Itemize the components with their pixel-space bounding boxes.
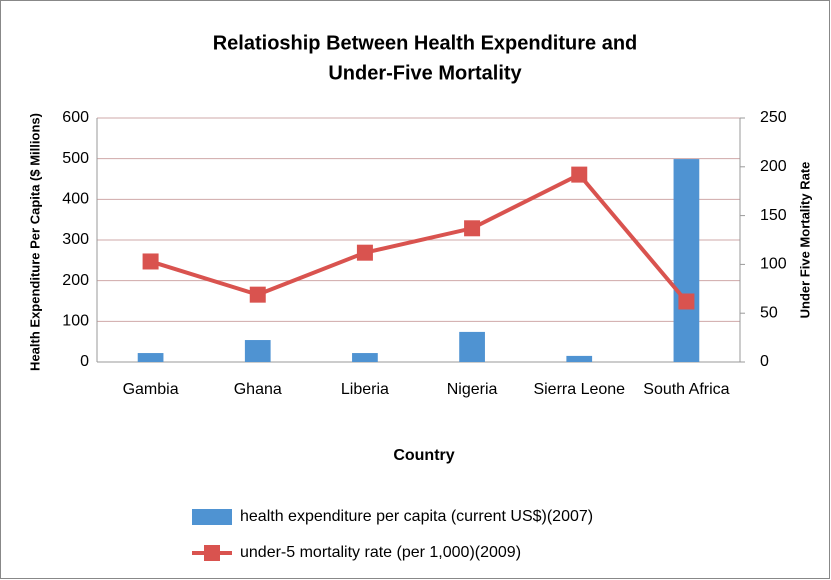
y2-axis-title: Under Five Mortality Rate bbox=[797, 162, 812, 319]
bar bbox=[244, 340, 271, 362]
x-tick-label: South Africa bbox=[643, 381, 729, 398]
marker bbox=[571, 166, 588, 183]
y-tick-label: 400 bbox=[62, 191, 89, 208]
y-tick-label: 100 bbox=[62, 313, 89, 330]
legend-swatch bbox=[192, 509, 232, 525]
chart-title: Under-Five Mortality bbox=[328, 62, 522, 84]
bar bbox=[566, 355, 593, 362]
line bbox=[149, 172, 688, 303]
x-axis-title: Country bbox=[393, 447, 454, 464]
marker bbox=[464, 220, 481, 237]
marker bbox=[678, 293, 695, 310]
chart-title: Relatioship Between Health Expenditure a… bbox=[213, 32, 638, 54]
marker bbox=[249, 286, 266, 303]
legend-swatch bbox=[204, 545, 220, 561]
y2-tick-label: 150 bbox=[760, 207, 787, 224]
y2-tick-label: 250 bbox=[760, 109, 787, 126]
legend-label: health expenditure per capita (current U… bbox=[240, 508, 593, 525]
x-tick-label: Nigeria bbox=[447, 381, 498, 398]
y-tick-label: 300 bbox=[62, 231, 89, 248]
y-tick-label: 200 bbox=[62, 272, 89, 289]
marker bbox=[142, 253, 159, 270]
x-tick-label: Sierra Leone bbox=[533, 381, 625, 398]
legend-label: under-5 mortality rate (per 1,000)(2009) bbox=[240, 544, 521, 561]
bar bbox=[137, 353, 164, 362]
y2-tick-label: 200 bbox=[760, 158, 787, 175]
y2-tick-label: 50 bbox=[760, 304, 778, 321]
y-tick-label: 0 bbox=[80, 353, 89, 370]
marker bbox=[356, 244, 373, 261]
y2-tick-label: 100 bbox=[760, 256, 787, 273]
y-tick-label: 600 bbox=[62, 109, 89, 126]
bar bbox=[459, 331, 485, 362]
bar bbox=[352, 353, 378, 362]
x-tick-label: Ghana bbox=[234, 381, 282, 398]
y-tick-label: 500 bbox=[62, 150, 89, 167]
y2-tick-label: 0 bbox=[760, 353, 769, 370]
x-tick-label: Liberia bbox=[341, 381, 389, 398]
bar bbox=[673, 159, 700, 362]
y-axis-title: Health Expenditure Per Capita ($ Million… bbox=[27, 113, 42, 371]
x-tick-label: Gambia bbox=[123, 381, 179, 398]
